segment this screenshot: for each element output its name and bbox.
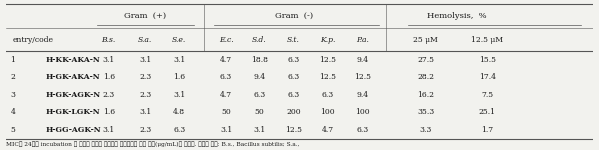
Text: 3: 3 <box>11 91 16 99</box>
Text: 3.1: 3.1 <box>173 91 185 99</box>
Text: 6.3: 6.3 <box>220 74 232 81</box>
Text: S.t.: S.t. <box>287 36 300 44</box>
Text: S.d.: S.d. <box>252 36 267 44</box>
Text: 35.3: 35.3 <box>417 108 434 116</box>
Text: K.p.: K.p. <box>320 36 335 44</box>
Text: 3.1: 3.1 <box>139 108 151 116</box>
Text: 3.1: 3.1 <box>102 126 115 134</box>
Text: 25.1: 25.1 <box>479 108 496 116</box>
Text: 200: 200 <box>286 108 301 116</box>
Text: H-GK-AGK-N: H-GK-AGK-N <box>46 91 101 99</box>
Text: 17.4: 17.4 <box>479 74 496 81</box>
Text: 16.2: 16.2 <box>418 91 434 99</box>
Text: 4.7: 4.7 <box>220 91 232 99</box>
Text: 12.5: 12.5 <box>285 126 302 134</box>
Text: 4: 4 <box>11 108 16 116</box>
Text: B.s.: B.s. <box>102 36 116 44</box>
Text: 9.4: 9.4 <box>357 56 369 64</box>
Text: 1.6: 1.6 <box>102 74 115 81</box>
Text: 6.3: 6.3 <box>322 91 334 99</box>
Text: S.e.: S.e. <box>172 36 186 44</box>
Text: 100: 100 <box>320 108 335 116</box>
Text: 4.7: 4.7 <box>322 126 334 134</box>
Text: 3.1: 3.1 <box>220 126 232 134</box>
Text: 50: 50 <box>255 108 264 116</box>
Text: E.c.: E.c. <box>219 36 234 44</box>
Text: Gram  (+): Gram (+) <box>124 12 166 20</box>
Text: 2.3: 2.3 <box>139 91 151 99</box>
Text: 6.3: 6.3 <box>288 56 300 64</box>
Text: 25 μM: 25 μM <box>413 36 438 44</box>
Text: H-GK-LGK-N: H-GK-LGK-N <box>46 108 101 116</box>
Text: P.a.: P.a. <box>356 36 370 44</box>
Text: 12.5: 12.5 <box>319 74 336 81</box>
Text: 12.5: 12.5 <box>319 56 336 64</box>
Text: 2.3: 2.3 <box>139 126 151 134</box>
Text: 4.7: 4.7 <box>220 56 232 64</box>
Text: 9.4: 9.4 <box>253 74 265 81</box>
Text: 6.3: 6.3 <box>288 74 300 81</box>
Text: 6.3: 6.3 <box>173 126 185 134</box>
Text: 6.3: 6.3 <box>253 91 266 99</box>
Text: 2.3: 2.3 <box>102 91 115 99</box>
Text: 1: 1 <box>11 56 16 64</box>
Text: 18.8: 18.8 <box>251 56 268 64</box>
Text: 7.5: 7.5 <box>481 91 494 99</box>
Text: 4.8: 4.8 <box>173 108 185 116</box>
Text: 15.5: 15.5 <box>479 56 496 64</box>
Text: H-GG-AGK-N: H-GG-AGK-N <box>46 126 102 134</box>
Text: 5: 5 <box>11 126 16 134</box>
Text: 1.7: 1.7 <box>481 126 494 134</box>
Text: H-KK-AKA-N: H-KK-AKA-N <box>46 56 101 64</box>
Text: Hemolysis,  %: Hemolysis, % <box>427 12 486 20</box>
Text: 50: 50 <box>221 108 231 116</box>
Text: S.a.: S.a. <box>138 36 152 44</box>
Text: 27.5: 27.5 <box>418 56 434 64</box>
Text: entry/code: entry/code <box>13 36 54 44</box>
Text: 1.6: 1.6 <box>102 108 115 116</box>
Text: 1.6: 1.6 <box>173 74 185 81</box>
Text: 3.1: 3.1 <box>253 126 266 134</box>
Text: 6.3: 6.3 <box>357 126 369 134</box>
Text: 2.3: 2.3 <box>139 74 151 81</box>
Text: 12.5: 12.5 <box>355 74 371 81</box>
Text: 3.1: 3.1 <box>173 56 185 64</box>
Text: 9.4: 9.4 <box>357 91 369 99</box>
Text: 100: 100 <box>356 108 370 116</box>
Text: Gram  (-): Gram (-) <box>274 12 313 20</box>
Text: 2: 2 <box>11 74 16 81</box>
Text: MIC는 24시간 incubation 후 세균이 완전히 사멸하는 펜타이드의 최저 농도(μg/mL)를 나타냄. 세균의 낙자: B.s., Bacil: MIC는 24시간 incubation 후 세균이 완전히 사멸하는 펜타이드… <box>6 142 300 147</box>
Text: H-GK-AKA-N: H-GK-AKA-N <box>46 74 101 81</box>
Text: 3.1: 3.1 <box>139 56 151 64</box>
Text: 12.5 μM: 12.5 μM <box>471 36 503 44</box>
Text: 3.1: 3.1 <box>102 56 115 64</box>
Text: 3.3: 3.3 <box>419 126 432 134</box>
Text: 28.2: 28.2 <box>418 74 434 81</box>
Text: 6.3: 6.3 <box>288 91 300 99</box>
